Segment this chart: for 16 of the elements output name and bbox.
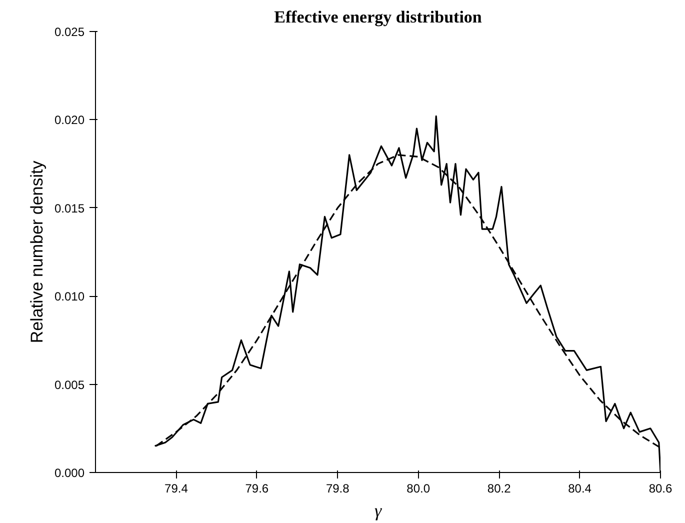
y-tick-label: 0.010 <box>54 290 85 304</box>
x-tick-label: 80.2 <box>487 482 512 496</box>
x-tick-label: 79.4 <box>164 482 188 496</box>
y-tick-label: 0.005 <box>54 378 85 392</box>
x-tick-label: 80.6 <box>648 482 673 496</box>
y-tick-label: 0.020 <box>54 113 85 128</box>
x-tick-label: 79.6 <box>245 482 269 496</box>
chart-title: Effective energy distribution <box>274 8 482 26</box>
x-tick-label: 80.4 <box>568 482 592 496</box>
y-tick-label: 0.015 <box>54 201 85 216</box>
y-tick-label: 0.025 <box>54 25 85 39</box>
y-axis-title: Relative number density <box>27 160 46 344</box>
x-tick-label: 79.8 <box>326 482 350 496</box>
y-tick-label: 0.000 <box>54 466 85 480</box>
x-tick-label: 80.0 <box>406 482 430 496</box>
x-axis-title: γ <box>374 500 382 520</box>
